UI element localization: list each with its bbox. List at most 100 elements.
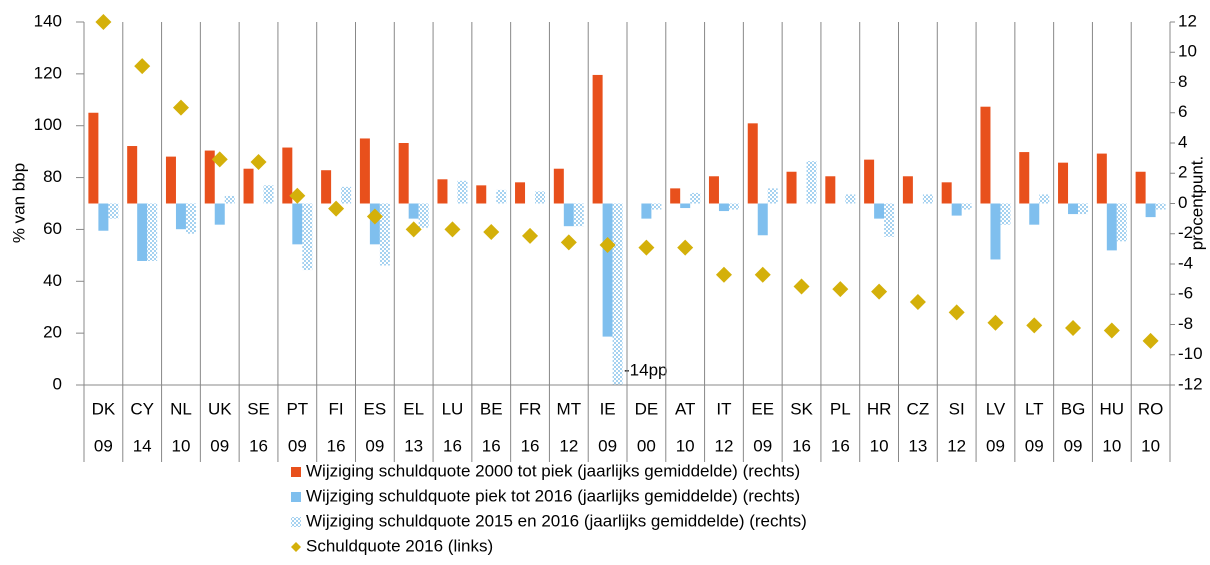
- bar: [137, 203, 148, 261]
- x-tick-year: 13: [908, 436, 927, 455]
- bar: [1078, 203, 1089, 215]
- bar: [127, 146, 138, 204]
- bar: [292, 203, 303, 245]
- y-tick-label: 100: [34, 115, 62, 134]
- x-tick-year: 14: [133, 436, 152, 455]
- bar: [680, 203, 691, 209]
- bar: [592, 74, 603, 204]
- x-tick-label: UK: [208, 399, 232, 418]
- bar: [786, 171, 797, 204]
- x-tick-label: DE: [635, 399, 659, 418]
- x-tick-year: 16: [482, 436, 501, 455]
- x-tick-label: SI: [949, 399, 965, 418]
- bar: [1000, 203, 1011, 225]
- x-tick-year: 09: [288, 436, 307, 455]
- x-tick-year: 12: [947, 436, 966, 455]
- legend-label: Wijziging schuldquote piek tot 2016 (jaa…: [306, 486, 800, 505]
- x-tick-year: 16: [327, 436, 346, 455]
- y2-tick-label: -4: [1178, 253, 1193, 272]
- y2-tick-label: 8: [1178, 72, 1187, 91]
- diamond-marker: [987, 314, 1004, 331]
- y2-tick-label: -6: [1178, 284, 1193, 303]
- bar: [941, 182, 952, 204]
- bar: [398, 143, 409, 204]
- y2-tick-label: -12: [1178, 374, 1203, 393]
- y2-tick-label: 0: [1178, 193, 1187, 212]
- bar: [224, 195, 235, 204]
- diamond-marker: [250, 154, 267, 171]
- x-tick-label: BE: [480, 399, 503, 418]
- diamond-marker: [95, 14, 112, 30]
- bar: [165, 156, 176, 204]
- bar: [602, 203, 613, 337]
- bar: [980, 106, 991, 204]
- bar: [845, 194, 856, 204]
- bar: [951, 203, 962, 216]
- bar: [1029, 203, 1040, 225]
- x-tick-label: SK: [790, 399, 813, 418]
- bar: [708, 176, 719, 204]
- diamond-marker: [172, 99, 189, 116]
- x-tick-year: 16: [792, 436, 811, 455]
- x-tick-label: FI: [329, 399, 344, 418]
- x-tick-label: NL: [170, 399, 192, 418]
- bar: [718, 203, 729, 212]
- diamond-marker: [1065, 319, 1082, 336]
- legend-marker: [291, 542, 301, 552]
- diamond-marker: [793, 278, 810, 295]
- bar: [961, 203, 972, 210]
- bar: [990, 203, 1001, 260]
- diamond-marker: [754, 266, 771, 283]
- x-tick-label: DK: [92, 399, 116, 418]
- bar: [535, 191, 546, 204]
- diamond-marker: [1142, 332, 1159, 349]
- bar: [408, 203, 419, 219]
- bar: [321, 170, 332, 204]
- x-tick-label: PT: [286, 399, 308, 418]
- diamond-marker: [1026, 317, 1043, 334]
- bar: [1106, 203, 1117, 251]
- diamond-marker: [289, 187, 306, 204]
- bar: [1019, 152, 1030, 204]
- bar: [243, 168, 254, 204]
- bar: [612, 203, 623, 385]
- x-tick-year: 10: [870, 436, 889, 455]
- x-tick-label: AT: [675, 399, 695, 418]
- bar: [515, 182, 526, 204]
- x-tick-label: HR: [867, 399, 892, 418]
- x-tick-year: 09: [365, 436, 384, 455]
- bar: [496, 189, 507, 204]
- x-tick-year: 09: [986, 436, 1005, 455]
- x-tick-year: 09: [598, 436, 617, 455]
- bar: [204, 150, 215, 204]
- bar: [418, 203, 429, 228]
- y2-tick-label: -8: [1178, 314, 1193, 333]
- y-tick-label: 40: [43, 271, 62, 290]
- bar: [1135, 171, 1146, 204]
- y-tick-label: 80: [43, 167, 62, 186]
- y2-tick-label: 4: [1178, 132, 1187, 151]
- x-tick-year: 10: [172, 436, 191, 455]
- x-tick-year: 09: [94, 436, 113, 455]
- bar: [747, 123, 758, 204]
- y2-tick-label: 10: [1178, 42, 1197, 61]
- bar: [185, 203, 196, 234]
- diamond-marker: [677, 239, 694, 256]
- x-tick-year: 16: [831, 436, 850, 455]
- x-tick-year: 10: [1102, 436, 1121, 455]
- x-tick-label: LU: [442, 399, 464, 418]
- y2-tick-label: 2: [1178, 163, 1187, 182]
- y-tick-label: 20: [43, 323, 62, 342]
- x-tick-label: LT: [1025, 399, 1044, 418]
- y2-tick-label: -2: [1178, 223, 1193, 242]
- bar: [641, 203, 652, 219]
- bar: [108, 203, 119, 219]
- bar: [1096, 153, 1107, 204]
- bar: [670, 188, 681, 204]
- x-tick-year: 09: [1064, 436, 1083, 455]
- bar: [864, 159, 875, 204]
- y2-axis-label: procentpunt.: [1187, 156, 1206, 251]
- diamond-marker: [211, 151, 228, 168]
- x-tick-year: 16: [443, 436, 462, 455]
